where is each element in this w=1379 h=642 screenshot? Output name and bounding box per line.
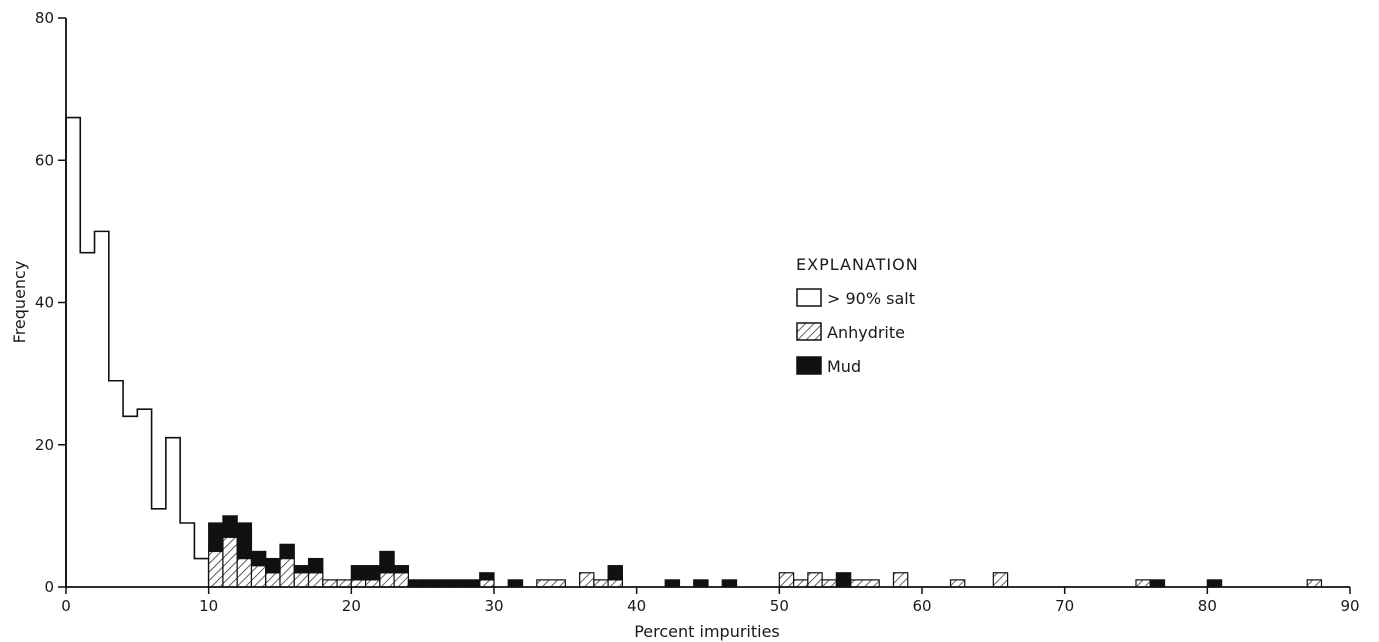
bar-mud-12 — [407, 579, 424, 588]
bar-anhydrite-2 — [236, 557, 253, 588]
legend-title: EXPLANATION — [796, 255, 919, 274]
bar-mud-2 — [236, 522, 253, 560]
bar-mud-15 — [450, 579, 467, 588]
bar-mud-24 — [1149, 579, 1166, 588]
bar-mud-19 — [607, 565, 624, 581]
bar-anhydrite-22 — [821, 579, 838, 588]
bar-anhydrite-3 — [250, 565, 267, 588]
bar-anhydrite-27 — [1135, 579, 1151, 588]
x-tick-label-0: 0 — [61, 597, 71, 615]
bar-mud-1 — [222, 515, 238, 538]
bar-anhydrite-10 — [350, 579, 367, 588]
bar-anhydrite-21 — [807, 572, 823, 588]
bar-salt-9 — [194, 558, 209, 587]
y-axis-title: Frequency — [10, 261, 29, 344]
x-tick-label-4: 40 — [627, 597, 646, 615]
bar-anhydrite-23 — [850, 579, 880, 588]
bar-mud-0 — [208, 522, 224, 553]
bar-mud-25 — [1206, 579, 1223, 588]
bar-salt-5 — [137, 409, 152, 587]
legend-swatch-anhydrite — [796, 322, 822, 341]
y-tick-label-0: 0 — [44, 578, 54, 596]
bar-anhydrite-16 — [578, 572, 595, 588]
y-tick-label-2: 40 — [35, 294, 54, 312]
series-salt-outline — [65, 116, 210, 587]
x-tick-label-3: 30 — [484, 597, 503, 615]
bar-mud-3 — [250, 550, 267, 567]
bar-mud-23 — [835, 572, 852, 588]
bar-mud-8 — [350, 565, 367, 581]
bar-mud-16 — [464, 579, 481, 588]
axes — [58, 17, 1351, 594]
bar-anhydrite-17 — [593, 579, 609, 588]
bar-mud-10 — [379, 550, 395, 574]
bar-salt-4 — [123, 416, 138, 587]
bar-anhydrite-9 — [336, 579, 352, 588]
legend: EXPLANATION > 90% salt Anhydrite Mud — [796, 255, 919, 376]
bar-salt-7 — [165, 437, 181, 587]
series-salt — [65, 116, 210, 587]
y-tick-label-3: 60 — [35, 151, 54, 169]
bar-salt-1 — [80, 252, 95, 587]
bar-anhydrite-18 — [607, 579, 624, 588]
x-tick-label-2: 20 — [342, 597, 361, 615]
bar-salt-6 — [151, 508, 166, 587]
bar-anhydrite-0 — [208, 550, 224, 588]
x-tick-label-9: 90 — [1340, 597, 1359, 615]
bar-mud-5 — [279, 543, 295, 560]
bar-anhydrite-24 — [892, 572, 909, 588]
bar-salt-3 — [108, 380, 124, 587]
bar-mud-14 — [436, 579, 452, 588]
y-tick-label-1: 20 — [35, 436, 54, 454]
bar-anhydrite-15 — [536, 579, 566, 588]
bar-mud-17 — [479, 572, 495, 581]
bar-anhydrite-8 — [322, 579, 338, 588]
legend-label-salt: > 90% salt — [827, 289, 915, 308]
bar-mud-4 — [265, 557, 281, 574]
bar-anhydrite-25 — [949, 579, 966, 588]
bar-mud-21 — [693, 579, 709, 588]
bar-mud-6 — [293, 565, 310, 574]
series-stacked-bars — [208, 515, 1323, 588]
x-tick-label-8: 80 — [1198, 597, 1217, 615]
x-tick-label-6: 60 — [912, 597, 931, 615]
bar-anhydrite-12 — [379, 572, 395, 588]
x-tick-label-5: 50 — [770, 597, 789, 615]
bar-mud-18 — [507, 579, 524, 588]
tick-labels: 0 10 20 30 40 50 60 70 80 90 0 20 40 60 80 — [35, 9, 1360, 615]
bar-mud-9 — [365, 565, 381, 581]
bar-anhydrite-4 — [265, 572, 281, 588]
legend-label-anhydrite: Anhydrite — [827, 323, 905, 342]
bar-anhydrite-19 — [778, 572, 795, 588]
bar-mud-11 — [393, 565, 409, 574]
bar-anhydrite-6 — [293, 572, 310, 588]
bar-mud-22 — [721, 579, 738, 588]
bar-anhydrite-11 — [365, 579, 381, 588]
bar-salt-2 — [94, 231, 109, 587]
bar-anhydrite-20 — [792, 579, 809, 588]
bar-mud-20 — [664, 579, 681, 588]
bar-anhydrite-28 — [1306, 579, 1323, 588]
legend-swatch-mud — [796, 356, 822, 375]
bar-mud-13 — [422, 579, 438, 588]
bar-anhydrite-26 — [992, 572, 1009, 588]
x-tick-label-1: 10 — [199, 597, 218, 615]
bar-anhydrite-1 — [222, 536, 238, 588]
x-axis-title: Percent impurities — [634, 622, 780, 641]
bar-anhydrite-7 — [307, 572, 324, 588]
x-tick-label-7: 70 — [1055, 597, 1074, 615]
bar-anhydrite-5 — [279, 557, 295, 588]
bar-salt-8 — [180, 522, 195, 587]
legend-label-mud: Mud — [827, 357, 861, 376]
legend-swatch-salt — [796, 288, 822, 307]
bar-mud-7 — [307, 557, 324, 574]
bar-anhydrite-14 — [479, 579, 495, 588]
y-tick-label-4: 80 — [35, 9, 54, 27]
bar-anhydrite-13 — [393, 572, 409, 588]
bar-salt-0 — [66, 117, 81, 587]
